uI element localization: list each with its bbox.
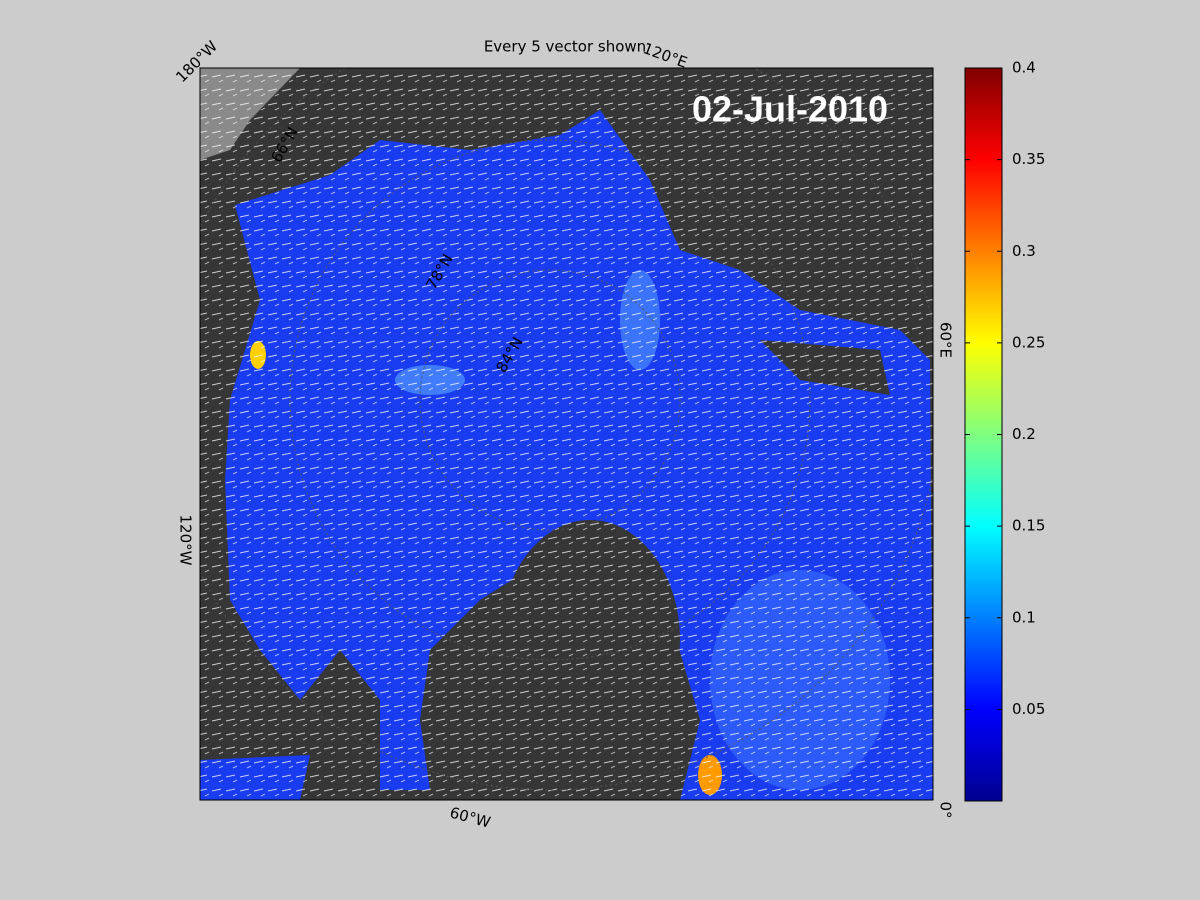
longitude-label: 60°W (448, 803, 493, 831)
colorbar-tick-label: 0.05 (1012, 700, 1045, 718)
longitude-label: 60°E (937, 322, 955, 358)
colorbar-tick-label: 0.3 (1012, 242, 1036, 260)
map-frame (199, 67, 934, 801)
colorbar-tick-label: 0.4 (1012, 59, 1036, 77)
date-label: 02-Jul-2010 (692, 89, 888, 130)
colorbar-tick-label: 0.15 (1012, 517, 1045, 535)
lat-circle (419, 269, 681, 531)
longitude-label: 0° (937, 801, 955, 818)
longitude-label: 120°E (641, 39, 690, 72)
colorbar-tick-label: 0.2 (1012, 425, 1036, 443)
vectors (200, 68, 933, 800)
colorbar (964, 67, 1003, 802)
colorbar-tick-label: 0.25 (1012, 333, 1045, 351)
lat-circle (289, 139, 811, 661)
map (200, 68, 933, 800)
title: Every 5 vector shown (484, 38, 646, 56)
colorbar-tick-label: 0.1 (1012, 608, 1036, 626)
colorbar-tick-label: 0.35 (1012, 150, 1045, 168)
longitude-label: 120°W (177, 515, 195, 566)
